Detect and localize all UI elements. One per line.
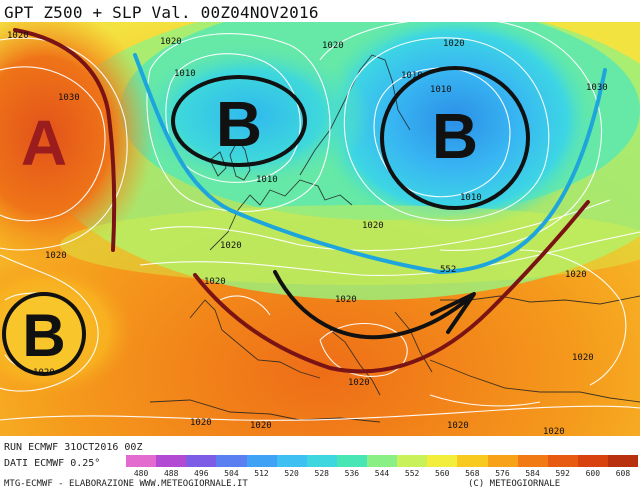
model-run-label: RUN ECMWF 31OCT2016 00Z (4, 442, 143, 453)
isobar-label: 1020 (335, 295, 357, 305)
colorbar-tick-label: 520 (284, 469, 299, 478)
colorbar-tick-label: 552 (404, 469, 420, 478)
isobar-label: 1010 (430, 85, 452, 95)
low-center-west-marker: B (2, 292, 86, 376)
flow-arrow (273, 270, 474, 340)
isobar-label: 1020 (160, 37, 182, 47)
colorbar-swatch (306, 455, 337, 467)
isobar-label: 1020 (443, 39, 465, 49)
colorbar-swatch (427, 455, 458, 467)
colorbar-ticks: 480 488 496 504 512 520 528 536 544 552 560 568 576 5… (126, 469, 638, 479)
high-center-marker: A (21, 107, 67, 179)
colorbar-swatch (457, 455, 488, 467)
colorbar-tick-label: 504 (224, 469, 239, 478)
colorbar (126, 455, 639, 467)
colorbar-swatch (276, 455, 307, 467)
isobar-label: 1020 (322, 41, 344, 51)
isobar-label: 1020 (204, 277, 226, 287)
low-center-east-marker: B (380, 66, 530, 210)
colorbar-tick-label: 544 (374, 469, 390, 478)
colorbar-swatch (517, 455, 548, 467)
colorbar-tick-label: 608 (615, 469, 631, 478)
colorbar-swatch (367, 455, 398, 467)
isobar-label: 1020 (362, 221, 384, 231)
isobar-label: 1020 (565, 270, 587, 280)
colorbar-tick-label: 600 (585, 469, 601, 478)
ridge-axis-west (13, 28, 117, 252)
low-center-north-label: B (216, 88, 262, 160)
colorbar-swatch (608, 455, 639, 467)
colorbar-tick-label: 592 (555, 469, 570, 478)
isobar-label: 1020 (572, 353, 594, 363)
map-title: GPT Z500 + SLP Val. 00Z04NOV2016 (4, 3, 319, 22)
colorbar-swatch (397, 455, 428, 467)
high-center-label: A (21, 107, 67, 179)
flow-arrow-head (430, 292, 476, 334)
colorbar-tick-label: 528 (314, 469, 329, 478)
isobar-label: 1010 (256, 175, 278, 185)
colorbar-tick-label: 512 (254, 469, 269, 478)
jet-axis-warm (193, 200, 590, 374)
isobars (0, 17, 640, 421)
isobar-label: 1030 (586, 83, 608, 93)
colorbar-swatch (487, 455, 518, 467)
colorbar-swatch (186, 455, 217, 467)
isobar-label: 1020 (45, 251, 67, 261)
colorbar-tick-label: 496 (194, 469, 209, 478)
isoheight-label: 552 (440, 265, 456, 275)
colorbar-swatch (336, 455, 367, 467)
colorbar-tick-label: 568 (465, 469, 480, 478)
low-center-north-marker: B (171, 75, 307, 167)
colorbar-swatch (547, 455, 578, 467)
isobar-label: 1020 (348, 378, 370, 388)
low-center-east-label: B (432, 100, 478, 172)
colorbar-swatch (246, 455, 277, 467)
jet-axis-cold (133, 53, 607, 275)
colorbar-swatch (156, 455, 187, 467)
isobar-label: 1010 (174, 69, 196, 79)
isobar-label: 1030 (58, 93, 80, 103)
isobar-label: 1020 (447, 421, 469, 431)
isobar-label: 1020 (190, 418, 212, 428)
credit-label: MTG-ECMWF - ELABORAZIONE WWW.METEOGIORNA… (4, 479, 248, 489)
colorbar-tick-label: 576 (495, 469, 510, 478)
isobar-label: 1020 (250, 421, 272, 431)
colorbar-tick-label: 536 (344, 469, 360, 478)
colorbar-tick-label: 480 (133, 469, 149, 478)
isobar-label: 1020 (7, 31, 29, 41)
colorbar-swatch (577, 455, 608, 467)
colorbar-tick-label: 560 (435, 469, 450, 478)
isobar-label: 1020 (543, 427, 565, 437)
colorbar-swatch (216, 455, 247, 467)
isobar-label: 1020 (33, 368, 55, 378)
data-source-label: DATI ECMWF 0.25° (4, 458, 101, 469)
colorbar-tick-label: 488 (163, 469, 179, 478)
colorbar-tick-label: 584 (525, 469, 540, 478)
isobar-label: 1010 (460, 193, 482, 203)
copyright-label: (C) METEOGIORNALE (468, 479, 561, 489)
isobar-label: 1020 (220, 241, 242, 251)
header-bar: GPT Z500 + SLP Val. 00Z04NOV2016 (0, 0, 640, 22)
low-center-west-label: B (22, 302, 65, 369)
colorbar-swatch (126, 455, 157, 467)
isobar-label: 1010 (401, 71, 423, 81)
